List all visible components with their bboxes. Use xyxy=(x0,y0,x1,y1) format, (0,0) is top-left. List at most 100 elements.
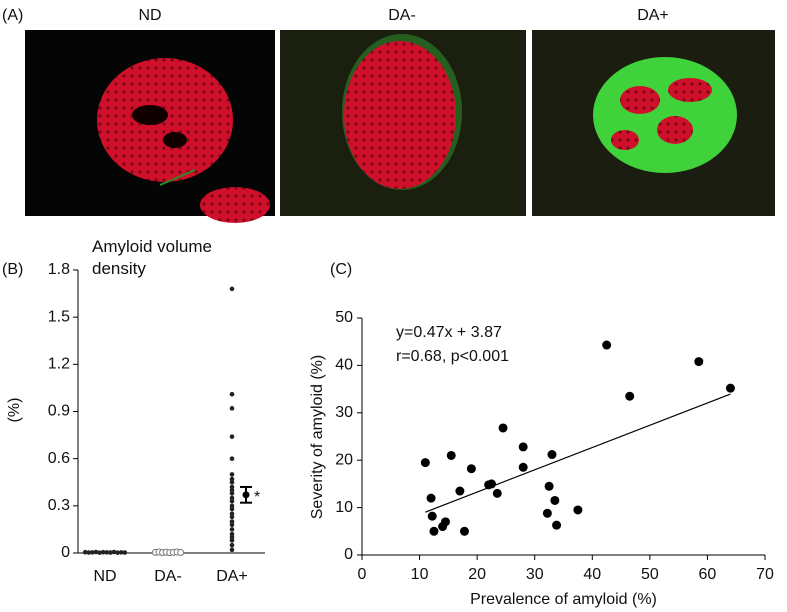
y-tick-label: 0 xyxy=(344,546,353,563)
data-point xyxy=(90,550,95,555)
data-point xyxy=(518,462,528,472)
data-point xyxy=(229,495,235,501)
data-point xyxy=(466,464,476,474)
x-tick-label: ND xyxy=(93,568,116,585)
data-point xyxy=(229,527,235,532)
data-point xyxy=(229,476,235,482)
data-point xyxy=(229,286,235,292)
data-point xyxy=(229,406,235,411)
x-tick-label: DA- xyxy=(154,568,182,585)
regression-line xyxy=(425,393,731,513)
data-point xyxy=(118,550,124,555)
data-point xyxy=(498,423,508,433)
data-point xyxy=(229,479,235,485)
micrograph xyxy=(25,30,275,223)
x-tick-label: 60 xyxy=(699,566,717,583)
data-point xyxy=(459,526,469,536)
data-point xyxy=(229,531,235,537)
x-tick-label: 0 xyxy=(358,566,367,583)
x-tick-label: DA+ xyxy=(216,568,248,585)
data-point xyxy=(440,517,450,527)
chart-title: Amyloid volume density xyxy=(92,237,212,278)
data-point xyxy=(229,511,235,516)
significance-label: * xyxy=(254,489,260,506)
data-point xyxy=(122,550,128,555)
data-point xyxy=(229,547,235,553)
data-point xyxy=(229,503,235,509)
data-point xyxy=(602,340,612,350)
x-tick-label: 50 xyxy=(641,566,659,583)
data-point xyxy=(108,550,113,555)
data-point xyxy=(229,519,235,524)
data-point xyxy=(229,542,235,548)
data-point xyxy=(420,458,430,468)
data-point xyxy=(427,511,437,521)
mean-point xyxy=(242,491,250,499)
data-point xyxy=(487,479,497,489)
image-label: DA- xyxy=(388,7,416,24)
annotation: y=0.47x + 3.87 xyxy=(396,324,502,341)
data-point xyxy=(625,391,635,401)
data-point xyxy=(111,549,117,555)
data-point xyxy=(542,508,552,518)
image-label: DA+ xyxy=(637,7,669,24)
data-point xyxy=(229,484,235,490)
data-point xyxy=(229,498,235,504)
data-point xyxy=(229,456,235,461)
y-tick-label: 30 xyxy=(335,404,353,421)
data-point xyxy=(229,522,235,527)
panel-label: (C) xyxy=(330,261,352,278)
data-point xyxy=(229,391,235,397)
data-point xyxy=(492,488,502,498)
data-point xyxy=(229,514,235,520)
data-point xyxy=(115,550,120,555)
data-point xyxy=(229,490,235,496)
x-axis-label: Prevalence of amyloid (%) xyxy=(470,591,657,608)
data-point xyxy=(573,505,583,515)
data-point xyxy=(426,493,436,503)
y-tick-label: 0.6 xyxy=(48,450,70,467)
x-tick-label: 70 xyxy=(756,566,774,583)
y-tick-label: 20 xyxy=(335,451,353,468)
y-tick-label: 1.8 xyxy=(48,261,70,278)
data-point xyxy=(177,549,185,557)
y-tick-label: 10 xyxy=(335,499,353,516)
data-point xyxy=(455,486,465,496)
data-point xyxy=(229,538,235,543)
y-tick-label: 1.2 xyxy=(48,356,70,373)
data-point xyxy=(544,481,554,491)
data-point xyxy=(550,495,560,505)
panel-label: (A) xyxy=(2,7,23,24)
y-tick-label: 40 xyxy=(335,357,353,374)
y-tick-label: 1.5 xyxy=(48,308,70,325)
micrograph xyxy=(280,30,526,216)
panel-label: (B) xyxy=(2,261,23,278)
y-tick-label: 0.9 xyxy=(48,403,70,420)
y-axis-label: Severity of amyloid (%) xyxy=(309,355,326,520)
y-tick-label: 50 xyxy=(335,309,353,326)
data-point xyxy=(725,383,735,393)
x-tick-label: 30 xyxy=(526,566,544,583)
data-point xyxy=(694,357,704,367)
data-point xyxy=(97,550,102,555)
data-point xyxy=(229,534,235,540)
data-point xyxy=(229,434,235,439)
data-point xyxy=(229,487,235,493)
data-point xyxy=(82,549,88,555)
data-point xyxy=(446,450,456,460)
annotation: r=0.68, p<0.001 xyxy=(396,348,509,365)
micrograph xyxy=(532,30,775,216)
y-tick-label: 0 xyxy=(61,544,70,561)
image-label: ND xyxy=(138,7,161,24)
data-point xyxy=(552,520,562,530)
x-tick-label: 20 xyxy=(468,566,486,583)
data-point xyxy=(229,506,235,512)
data-point xyxy=(229,472,235,477)
y-axis-label: (%) xyxy=(6,398,23,423)
y-tick-label: 0.3 xyxy=(48,497,70,514)
x-tick-label: 10 xyxy=(411,566,429,583)
data-point xyxy=(100,549,106,555)
data-point xyxy=(429,526,439,536)
